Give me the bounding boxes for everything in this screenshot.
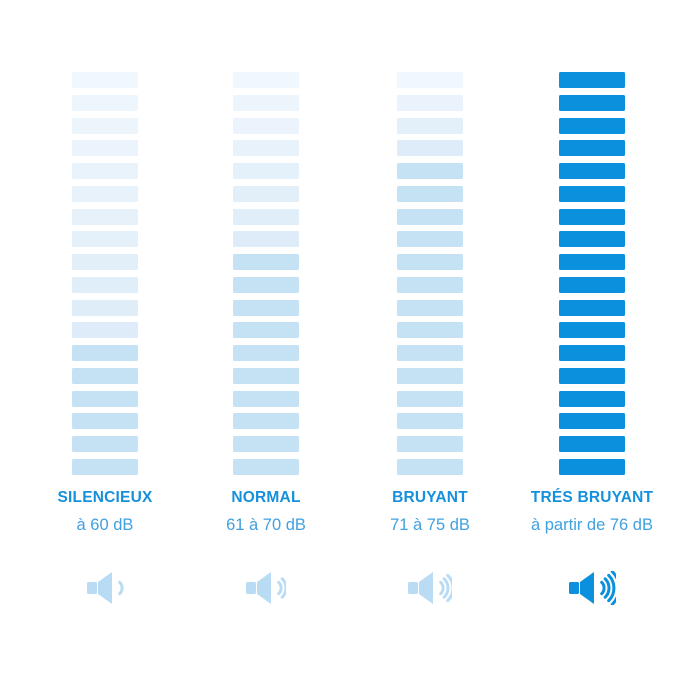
bar-segment bbox=[72, 299, 138, 316]
bar-segment bbox=[233, 390, 299, 407]
speaker-icon bbox=[511, 570, 673, 605]
bar-segment bbox=[233, 185, 299, 202]
bar-segment bbox=[559, 94, 625, 111]
bar-segment bbox=[233, 458, 299, 475]
bar-segment bbox=[72, 276, 138, 293]
column-label: BRUYANT bbox=[392, 488, 468, 506]
column-range: 61 à 70 dB bbox=[226, 515, 306, 534]
column-silencieux: SILENCIEUX à 60 dB bbox=[24, 72, 186, 605]
bar-segment bbox=[397, 94, 463, 111]
bar-segment bbox=[559, 140, 625, 157]
bar-segment bbox=[559, 72, 625, 88]
bar-segment bbox=[72, 185, 138, 202]
bar-segment bbox=[397, 413, 463, 430]
bar-segment bbox=[397, 322, 463, 339]
bar-segment bbox=[72, 322, 138, 339]
bar-segment bbox=[559, 322, 625, 339]
bar-segment bbox=[233, 117, 299, 134]
bar-segment bbox=[233, 436, 299, 452]
bar-segment bbox=[72, 140, 138, 157]
speaker-icon-svg bbox=[86, 571, 124, 604]
bar-segment bbox=[397, 72, 463, 88]
bar-segment bbox=[559, 117, 625, 134]
bars-column-3 bbox=[397, 72, 463, 475]
bar-segment bbox=[397, 276, 463, 293]
bar-segment bbox=[72, 390, 138, 407]
speaker-icon-svg bbox=[408, 571, 452, 604]
bar-segment bbox=[559, 231, 625, 248]
bar-segment bbox=[72, 208, 138, 225]
bar-segment bbox=[559, 345, 625, 361]
speaker-icon bbox=[185, 571, 347, 605]
bar-segment bbox=[233, 276, 299, 293]
bars-column-4 bbox=[559, 72, 625, 475]
bar-segment bbox=[72, 72, 138, 88]
bar-segment bbox=[397, 299, 463, 316]
bar-segment bbox=[72, 117, 138, 134]
bar-segment bbox=[397, 254, 463, 270]
bar-segment bbox=[233, 94, 299, 111]
bar-segment bbox=[397, 185, 463, 202]
bar-segment bbox=[559, 390, 625, 407]
bars-column-2 bbox=[233, 72, 299, 475]
bar-segment bbox=[559, 436, 625, 452]
column-tres-bruyant: TRÉS BRUYANT à partir de 76 dB bbox=[511, 72, 673, 605]
bar-segment bbox=[72, 254, 138, 270]
bar-segment bbox=[397, 390, 463, 407]
bar-segment bbox=[72, 345, 138, 361]
bar-segment bbox=[72, 231, 138, 248]
bar-segment bbox=[559, 185, 625, 202]
column-range: à 60 dB bbox=[76, 515, 134, 534]
bar-segment bbox=[72, 458, 138, 475]
bar-segment bbox=[72, 367, 138, 384]
bar-segment bbox=[233, 254, 299, 270]
bar-segment bbox=[233, 140, 299, 157]
bar-segment bbox=[72, 163, 138, 179]
bar-segment bbox=[397, 231, 463, 248]
bar-segment bbox=[72, 94, 138, 111]
bar-segment bbox=[397, 458, 463, 475]
bar-segment bbox=[233, 72, 299, 88]
bar-segment bbox=[233, 208, 299, 225]
speaker-icon bbox=[24, 571, 186, 605]
column-normal: NORMAL 61 à 70 dB bbox=[185, 72, 347, 605]
column-label: SILENCIEUX bbox=[57, 488, 153, 506]
bar-segment bbox=[233, 413, 299, 430]
bar-segment bbox=[233, 367, 299, 384]
column-bruyant: BRUYANT 71 à 75 dB bbox=[349, 72, 511, 605]
bar-segment bbox=[397, 367, 463, 384]
bar-segment bbox=[559, 163, 625, 179]
bar-segment bbox=[397, 208, 463, 225]
bar-segment bbox=[72, 413, 138, 430]
column-range: à partir de 76 dB bbox=[531, 515, 653, 534]
bar-segment bbox=[559, 254, 625, 270]
bars-column-1 bbox=[72, 72, 138, 475]
bar-segment bbox=[559, 299, 625, 316]
speaker-icon-svg bbox=[568, 570, 616, 605]
column-label: NORMAL bbox=[231, 488, 301, 506]
column-label: TRÉS BRUYANT bbox=[530, 488, 654, 506]
bar-segment bbox=[559, 367, 625, 384]
bar-segment bbox=[397, 117, 463, 134]
bar-segment bbox=[233, 163, 299, 179]
bar-segment bbox=[397, 345, 463, 361]
bar-segment bbox=[233, 345, 299, 361]
bar-segment bbox=[233, 322, 299, 339]
bar-segment bbox=[559, 208, 625, 225]
bar-segment bbox=[72, 436, 138, 452]
bar-segment bbox=[397, 436, 463, 452]
bar-segment bbox=[397, 140, 463, 157]
bar-segment bbox=[559, 458, 625, 475]
bar-segment bbox=[559, 276, 625, 293]
speaker-icon bbox=[349, 571, 511, 605]
speaker-icon-svg bbox=[246, 571, 286, 604]
column-range: 71 à 75 dB bbox=[390, 515, 470, 534]
bar-segment bbox=[559, 413, 625, 430]
bar-segment bbox=[397, 163, 463, 179]
bar-segment bbox=[233, 231, 299, 248]
bar-segment bbox=[233, 299, 299, 316]
